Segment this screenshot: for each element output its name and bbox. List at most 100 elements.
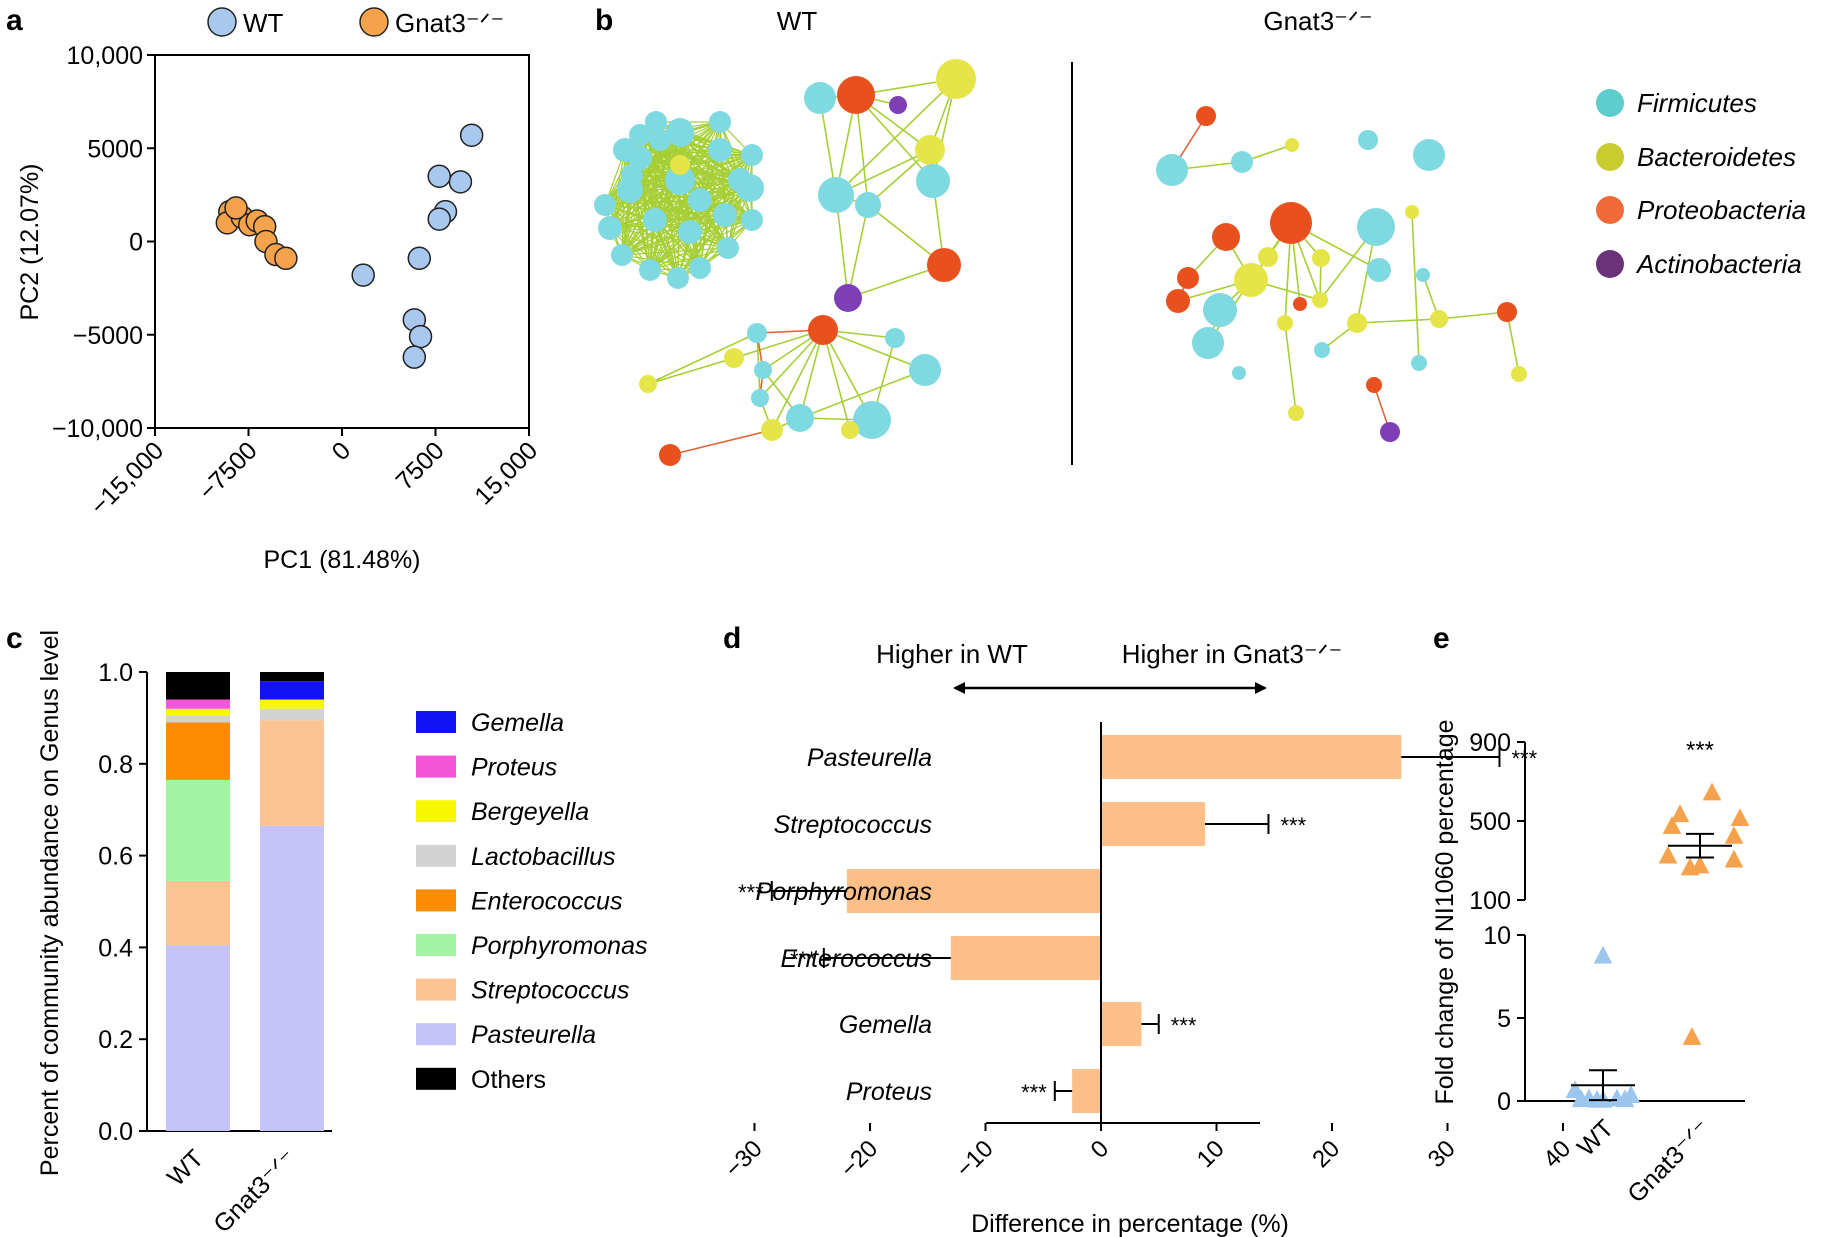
stacked-segment-proteus [166,699,230,709]
fold-point-wt [1593,945,1613,964]
pca-ytick-label: 0 [129,229,143,257]
stacked-legend-label: Proteus [471,754,557,782]
network-edge [822,329,926,371]
stacked-segment-streptococcus [260,720,324,826]
stacked-legend-swatch [416,711,456,733]
network-edge [604,204,701,269]
pca-ytick-label: 10,000 [67,42,143,70]
difference-category-label: Proteus [846,1078,932,1106]
pca-point-wt [407,246,432,271]
pca-xtick-label: 15,000 [469,436,543,510]
legend-proteobacteria-label: Proteobacteria [1637,195,1806,225]
network-node [1288,405,1304,421]
panel-d: Higher in WT Higher in Gnat3⁻ᐟ⁻ *** Paste… [720,639,1576,1237]
stacked-legend: Gemella Proteus Bergeyella Lactobacillus Ent… [416,709,647,1094]
fold-point-ko [1658,845,1678,864]
panel-label-e: e [1433,622,1450,655]
legend-ko-marker [359,7,389,37]
difference-bar [1101,1002,1142,1046]
network-node [751,389,769,407]
network-node [688,188,712,212]
network-node [1511,366,1527,382]
network-node [834,284,862,312]
network-edge [759,329,824,399]
network-node [639,375,657,393]
stacked-segment-gemella [260,681,324,700]
difference-bar [1101,802,1205,846]
panel-label-a: a [6,4,23,37]
network-node [855,192,881,218]
pca-xtick-label: −15,000 [85,436,169,520]
pca-plot-frame [154,54,530,429]
panel-a: WT Gnat3⁻ᐟ⁻ 10,000 5000 0 −5000 −10,000−15,0… [16,7,543,574]
stacked-legend-swatch [416,889,456,912]
legend-bacteroidetes-swatch [1596,143,1624,171]
pca-xtick-label: 7500 [391,436,450,495]
network-node [643,208,667,232]
stacked-legend-label: Gemella [471,709,564,737]
network-node [667,267,689,289]
network-edge [1506,311,1520,375]
fold-points [1565,782,1750,1108]
legend-bacteroidetes-label: Bacteroidetes [1637,142,1796,172]
network-edge [727,154,753,249]
difference-xtick-label: −30 [720,1135,768,1183]
network-edge [822,329,851,431]
stacked-ytick-label: 0.4 [98,934,133,962]
pca-point-ko [274,246,298,271]
difference-significance: *** [738,880,764,905]
stacked-ytick-label: 0.0 [98,1118,133,1146]
network-edge [604,204,679,279]
fold-ytick-label: 5 [1497,1005,1511,1033]
fold-point-ko [1662,816,1682,834]
stacked-segment-lactobacillus [166,715,230,723]
difference-category-label: Gemella [839,1011,932,1039]
network-node [915,135,945,165]
legend-wt-label: WT [243,8,284,38]
difference-bar [1101,735,1402,779]
network-title-ko: Gnat3⁻ᐟ⁻ [1263,6,1372,36]
stacked-segment-porphyromonas [166,779,230,881]
network-edge [669,429,773,456]
network-node [713,203,737,227]
fold-point-ko [1724,826,1744,844]
fold-ytick-label: 500 [1469,808,1511,836]
network-node [1347,313,1367,333]
network-node [1212,223,1240,251]
fold-point-ko [1730,808,1750,827]
network-node [927,248,961,282]
stacked-segment-others [166,672,230,700]
network-node [621,164,643,186]
network-node [709,111,731,133]
network-node [909,354,941,386]
pca-point-ko [224,196,248,220]
network-title-wt: WT [777,6,818,36]
network-node [1258,247,1278,267]
stacked-ytick-label: 0.8 [98,751,133,779]
network-node [1416,268,1430,282]
network-node [1270,202,1312,244]
stacked-legend-label: Others [471,1066,546,1094]
fold-xtick-wt: WT [1572,1114,1619,1161]
network-node [1413,139,1445,171]
stacked-legend-label: Streptococcus [471,977,629,1005]
network-node [808,315,838,345]
fold-xtick-ko: Gnat3⁻ᐟ⁻ [1622,1114,1716,1208]
legend-wt-marker [207,7,237,37]
pca-ylabel: PC2 (12.07%) [16,163,44,320]
network-edge [604,204,729,249]
stacked-ytick-label: 0.2 [98,1026,133,1054]
network-node [1203,293,1237,327]
network-node [678,220,702,244]
network-edge [847,204,869,299]
network-edge [609,227,679,279]
stacked-axis-ticks: 0.0 0.2 0.4 0.6 0.8 1.0 [98,659,147,1146]
network-node [1312,249,1330,267]
difference-xtick-label: −20 [835,1135,883,1183]
network-node [598,216,622,240]
network-node [645,111,667,133]
pca-ytick-label: 5000 [87,135,143,163]
difference-bar [1072,1069,1101,1113]
network-node [889,96,907,114]
network-node [665,165,695,195]
